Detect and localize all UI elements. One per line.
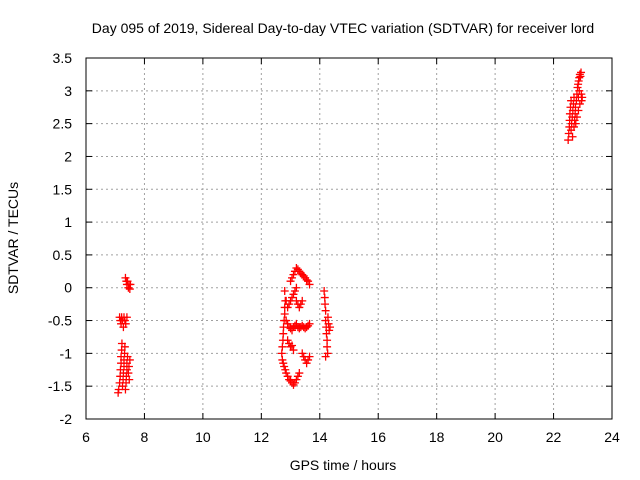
x-tick-label: 18	[429, 429, 445, 445]
data-point	[289, 346, 298, 355]
data-point	[305, 319, 314, 328]
y-tick-label: 0.5	[53, 247, 73, 263]
y-tick-label: 0	[64, 280, 72, 296]
data-point	[571, 119, 580, 128]
data-point	[575, 86, 584, 95]
data-point	[122, 313, 131, 322]
x-tick-label: 16	[370, 429, 386, 445]
data-point	[326, 323, 335, 332]
x-tick-label: 8	[141, 429, 149, 445]
y-tick-label: 3	[64, 83, 72, 99]
data-point	[125, 375, 134, 384]
y-tick-label: 1	[64, 214, 72, 230]
data-point	[305, 352, 314, 361]
data-point	[321, 352, 330, 361]
y-tick-label: -1	[60, 345, 73, 361]
plot-frame	[85, 57, 613, 420]
data-point	[126, 280, 135, 289]
chart-title: Day 095 of 2019, Sidereal Day-to-day VTE…	[92, 20, 594, 36]
y-tick-label: -2	[60, 411, 73, 427]
data-point	[323, 313, 332, 322]
x-tick-label: 22	[546, 429, 562, 445]
data-point	[574, 106, 583, 115]
data-point	[280, 287, 289, 296]
y-tick-label: -1.5	[48, 378, 72, 394]
data-point	[305, 280, 314, 289]
data-point	[125, 355, 134, 364]
axis-ticks	[85, 57, 613, 420]
data-point	[121, 319, 130, 328]
data-point	[295, 369, 304, 378]
x-tick-label: 6	[82, 429, 90, 445]
x-tick-labels: 6 8 10 12 14 16 18 20 22 24	[82, 429, 620, 445]
x-tick-label: 10	[195, 429, 211, 445]
data-point	[288, 341, 297, 350]
data-point	[302, 275, 311, 284]
grid-lines	[86, 58, 612, 419]
y-tick-label: 1.5	[53, 181, 73, 197]
data-point	[575, 99, 584, 108]
data-point	[568, 132, 577, 141]
data-point	[292, 283, 301, 292]
y-tick-labels: -2 -1.5 -1 -0.5 0 0.5 1 1.5 2 2.5 3 3.5	[48, 50, 72, 427]
x-axis-label: GPS time / hours	[290, 457, 397, 473]
data-point	[124, 362, 133, 371]
data-point	[321, 306, 330, 315]
data-point	[572, 113, 581, 122]
data-point	[120, 342, 129, 351]
y-tick-label: 3.5	[53, 50, 73, 66]
data-point	[578, 93, 587, 102]
y-axis-label: SDTVAR / TECUs	[5, 182, 21, 294]
y-tick-label: 2.5	[53, 116, 73, 132]
x-tick-label: 24	[604, 429, 620, 445]
data-point	[304, 321, 313, 330]
x-tick-label: 12	[254, 429, 270, 445]
data-point	[577, 68, 586, 77]
data-point	[298, 296, 307, 305]
y-tick-label: 2	[64, 148, 72, 164]
data-points	[114, 68, 587, 397]
data-point	[289, 380, 298, 389]
x-tick-label: 20	[487, 429, 503, 445]
y-tick-label: -0.5	[48, 313, 72, 329]
x-tick-label: 14	[312, 429, 328, 445]
